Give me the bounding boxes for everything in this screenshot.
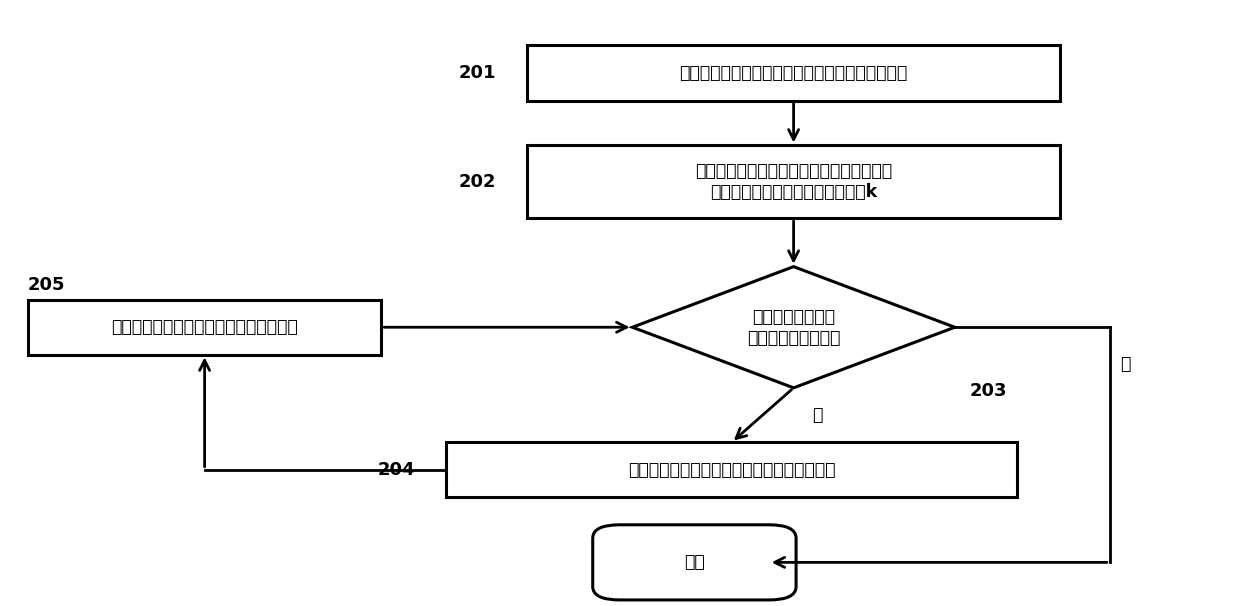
- FancyBboxPatch shape: [29, 300, 382, 355]
- FancyBboxPatch shape: [527, 145, 1060, 218]
- FancyBboxPatch shape: [446, 442, 1017, 497]
- FancyBboxPatch shape: [593, 525, 796, 600]
- Text: 203: 203: [970, 382, 1007, 400]
- Text: 201: 201: [459, 64, 496, 82]
- Text: 输入初步可信计量误差集合，作为待筛查计量误差: 输入初步可信计量误差集合，作为待筛查计量误差: [680, 64, 908, 82]
- Text: 204: 204: [378, 461, 415, 479]
- Text: 计算待筛查计量误差的均值和试验标准差，
以及确定改进的拉伊达准则的系数k: 计算待筛查计量误差的均值和试验标准差， 以及确定改进的拉伊达准则的系数k: [696, 162, 892, 201]
- Text: 否: 否: [1120, 355, 1130, 373]
- Text: 是: 是: [812, 406, 822, 424]
- Text: 202: 202: [459, 173, 496, 191]
- Text: 结束: 结束: [684, 553, 704, 571]
- Polygon shape: [632, 267, 955, 388]
- Text: 剔除可疑计量误差，得到新的待筛查计量误差: 剔除可疑计量误差，得到新的待筛查计量误差: [627, 461, 836, 479]
- Text: 计算待筛查计量误差的均值和试验标准差: 计算待筛查计量误差的均值和试验标准差: [112, 318, 298, 336]
- Text: 待筛查计量误差中
存在可疑计量误差？: 待筛查计量误差中 存在可疑计量误差？: [746, 308, 841, 347]
- Text: 205: 205: [29, 276, 66, 294]
- FancyBboxPatch shape: [527, 45, 1060, 101]
